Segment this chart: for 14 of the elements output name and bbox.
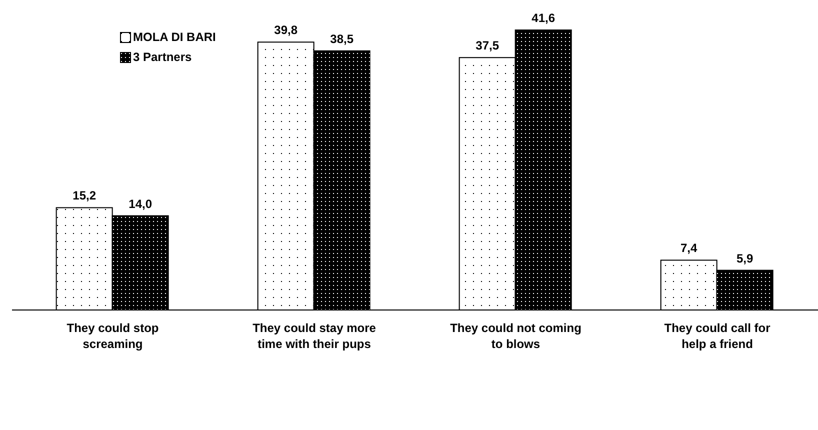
data-label: 15,2: [72, 188, 96, 203]
legend-label: 3 Partners: [133, 50, 192, 64]
data-label: 14,0: [128, 196, 152, 211]
data-label: 37,5: [476, 38, 500, 53]
x-tick-label: They could not coming to blows: [450, 321, 582, 351]
data-label: 41,6: [532, 11, 556, 25]
data-label: 39,8: [274, 23, 298, 38]
data-label: 5,9: [736, 251, 754, 266]
x-tick-label: They could call for help a friend: [664, 321, 771, 351]
x-tick-label: They could stay more time with their pups: [252, 321, 376, 351]
data-label: 38,5: [330, 32, 354, 46]
legend-label: MOLA DI BARI: [133, 30, 216, 44]
data-label: 7,4: [680, 241, 698, 256]
x-tick-label: They could stop screaming: [66, 321, 159, 351]
